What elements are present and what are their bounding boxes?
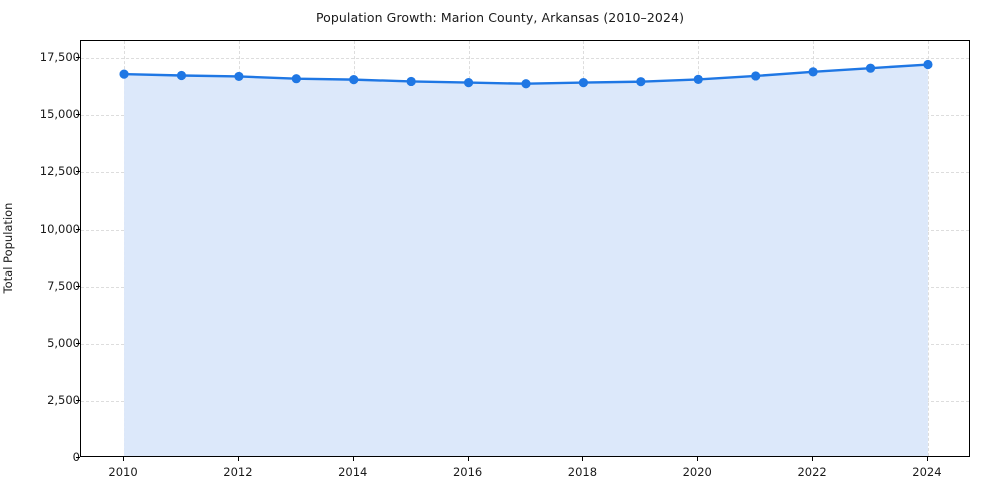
y-tick-mark <box>76 57 80 59</box>
x-tick-mark <box>926 457 928 461</box>
x-tick-label: 2010 <box>108 465 138 479</box>
series-line-chart <box>119 59 933 456</box>
x-tick-mark <box>352 457 354 461</box>
data-point-marker <box>865 63 876 73</box>
data-point-marker <box>176 70 187 81</box>
data-point-marker <box>406 76 416 87</box>
y-tick-mark <box>76 399 80 401</box>
x-tick-label: 2016 <box>452 465 483 479</box>
y-axis-ticks: 0 2,500 5,000 7,500 10,000 12,500 15,000 17,500 <box>12 40 80 464</box>
y-tick-label: 5,000 <box>47 335 80 350</box>
plot-area <box>80 40 970 457</box>
y-tick-mark <box>76 285 80 287</box>
data-point-marker <box>291 74 301 84</box>
x-tick-label: 2012 <box>223 465 253 479</box>
y-tick-mark <box>76 228 80 230</box>
data-point-marker <box>578 77 589 88</box>
data-point-marker <box>693 74 703 84</box>
data-point-marker <box>234 71 244 82</box>
x-tick-mark <box>582 457 584 461</box>
data-point-marker <box>923 59 933 70</box>
y-tick-label: 2,500 <box>47 392 80 407</box>
series-area-fill <box>124 64 928 456</box>
x-tick-mark <box>697 457 699 461</box>
x-tick-mark <box>123 457 125 461</box>
x-tick-mark <box>812 457 814 461</box>
x-tick-label: 2014 <box>338 465 368 479</box>
y-tick-mark <box>76 342 80 344</box>
x-tick-mark <box>467 457 469 461</box>
y-tick-label: 10,000 <box>39 221 80 236</box>
y-tick-label: 7,500 <box>47 278 80 293</box>
x-tick-label: 2020 <box>682 465 712 479</box>
y-tick-label: 0 <box>72 450 80 464</box>
data-point-marker <box>636 77 646 87</box>
x-tick-label: 2024 <box>912 465 942 479</box>
gridline-vertical <box>927 41 929 456</box>
y-tick-label: 12,500 <box>39 164 80 179</box>
x-axis-ticks: 2010 2012 2014 2016 2018 2020 2022 2024 <box>80 457 970 497</box>
data-point-marker <box>751 71 761 81</box>
x-tick-label: 2018 <box>567 465 598 479</box>
data-point-marker <box>349 75 359 85</box>
data-point-marker <box>119 69 129 79</box>
y-tick-mark <box>76 171 80 173</box>
chart-title: Population Growth: Marion County, Arkans… <box>315 10 685 25</box>
y-tick-label: 15,000 <box>39 107 80 122</box>
x-tick-mark <box>237 457 239 461</box>
data-point-marker <box>463 77 474 88</box>
x-tick-label: 2022 <box>797 465 827 479</box>
y-tick-mark <box>76 114 80 116</box>
y-tick-mark <box>76 457 80 458</box>
gridline-horizontal <box>81 58 969 60</box>
y-tick-label: 17,500 <box>39 50 80 65</box>
data-point-marker <box>521 79 531 89</box>
data-point-marker <box>808 67 818 77</box>
